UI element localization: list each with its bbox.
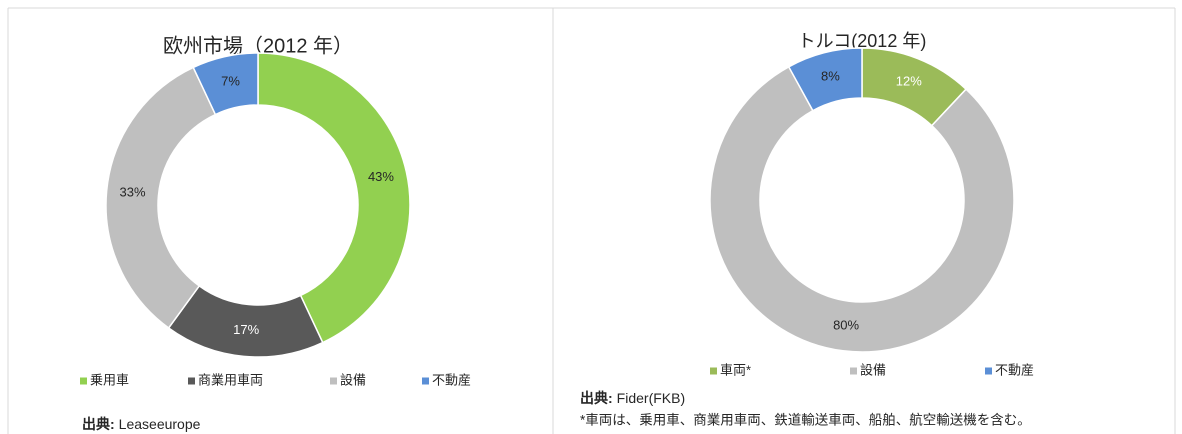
legend-label: 車両* — [720, 362, 751, 377]
data-label: 17% — [233, 322, 259, 337]
source: 出典: Fider(FKB) — [580, 390, 685, 406]
donut-segment — [105, 66, 217, 330]
note: *車両は、乗用車、商業用車両、鉄道輸送車両、船舶、航空輸送機を含む。 — [580, 413, 1031, 428]
legend-label: 乗用車 — [90, 372, 129, 387]
source: 出典: Leaseeurope — [82, 416, 201, 432]
legend-label: 不動産 — [432, 372, 471, 387]
data-label: 43% — [368, 169, 394, 184]
data-label: 33% — [120, 185, 146, 200]
donut-segment — [709, 65, 1015, 353]
source-label: 出典: — [580, 390, 613, 406]
legend-swatch — [710, 367, 717, 375]
source-text: Fider(FKB) — [617, 390, 685, 406]
legend-label: 商業用車両 — [198, 372, 263, 387]
legend-swatch — [985, 367, 992, 375]
data-label: 12% — [896, 73, 922, 88]
chart-title: トルコ(2012 年) — [798, 31, 927, 51]
donut-segment — [787, 47, 863, 112]
legend-swatch — [188, 377, 195, 385]
data-label: 7% — [221, 73, 240, 88]
source-text: Leaseeurope — [119, 416, 201, 432]
legend-swatch — [422, 377, 429, 385]
source-label: 出典: — [82, 416, 115, 432]
legend-swatch — [80, 377, 87, 385]
legend-swatch — [330, 377, 337, 385]
data-label: 80% — [833, 317, 859, 332]
legend-label: 設備 — [860, 362, 886, 377]
legend-label: 不動産 — [995, 362, 1034, 377]
legend-swatch — [850, 367, 857, 375]
chart-title: 欧州市場（2012 年） — [163, 34, 353, 57]
donut-segment — [257, 52, 411, 344]
legend-label: 設備 — [340, 372, 366, 387]
donut-segment — [192, 52, 259, 116]
data-label: 8% — [821, 68, 840, 83]
